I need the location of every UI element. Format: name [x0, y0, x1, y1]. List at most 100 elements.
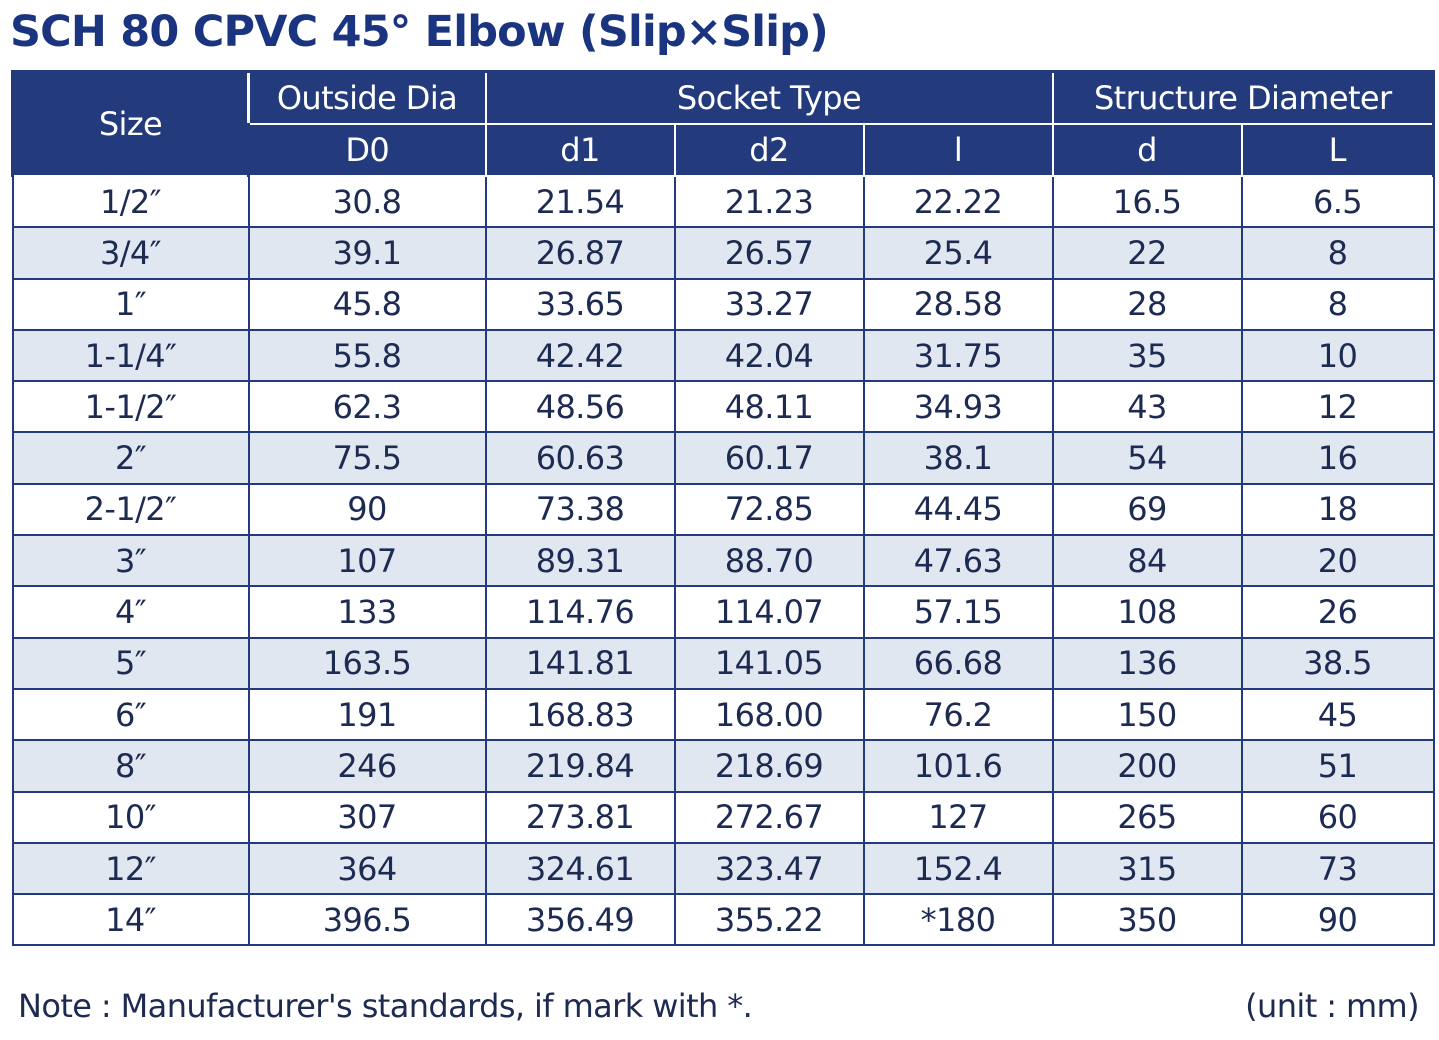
table-row: 1-1/2″ 62.3 48.56 48.11 34.93 43 12: [11, 380, 1435, 434]
table-row: 1″ 45.8 33.65 33.27 28.58 28 8: [11, 277, 1435, 331]
cell-d2: 26.57: [673, 226, 865, 280]
cell-l: 38.1: [862, 431, 1054, 485]
cell-L: 51: [1240, 739, 1435, 793]
cell-d2: 141.05: [673, 636, 865, 690]
cell-d1: 114.76: [484, 585, 676, 639]
header-l: l: [862, 123, 1054, 177]
cell-L: 26: [1240, 585, 1435, 639]
table-row: 6″ 191 168.83 168.00 76.2 150 45: [11, 687, 1435, 742]
cell-L: 20: [1240, 534, 1435, 588]
cell-size: 3/4″: [11, 226, 250, 280]
cell-d: 35: [1051, 328, 1243, 383]
cell-L: 10: [1240, 328, 1435, 383]
table-row: 2-1/2″ 90 73.38 72.85 44.45 69 18: [11, 482, 1435, 537]
cell-d1: 356.49: [484, 893, 676, 947]
cell-size: 1-1/4″: [11, 328, 250, 383]
table-row: 10″ 307 273.81 272.67 127 265 60: [11, 790, 1435, 844]
cell-d1: 219.84: [484, 739, 676, 793]
cell-size: 1″: [11, 277, 250, 331]
cell-l: 66.68: [862, 636, 1054, 690]
cell-d1: 60.63: [484, 431, 676, 485]
cell-d0: 364: [247, 841, 487, 896]
cell-d: 54: [1051, 431, 1243, 485]
unit-label: (unit : mm): [1245, 987, 1419, 1025]
cell-size: 5″: [11, 636, 250, 690]
header-d0: D0: [247, 123, 487, 177]
cell-d: 108: [1051, 585, 1243, 639]
cell-size: 14″: [11, 893, 250, 947]
cell-d1: 33.65: [484, 277, 676, 331]
cell-l: 152.4: [862, 841, 1054, 896]
cell-l: 34.93: [862, 380, 1054, 434]
cell-d1: 73.38: [484, 482, 676, 537]
cell-l: 22.22: [862, 174, 1054, 229]
cell-d1: 21.54: [484, 174, 676, 229]
cell-l: 44.45: [862, 482, 1054, 537]
cell-d2: 88.70: [673, 534, 865, 588]
header-d2: d2: [673, 123, 865, 177]
table-row: 14″ 396.5 356.49 355.22 *180 350 90: [11, 893, 1435, 947]
table-row: 2″ 75.5 60.63 60.17 38.1 54 16: [11, 431, 1435, 485]
table-header: Size Outside Dia Socket Type Structure D…: [11, 70, 1435, 177]
cell-d2: 60.17: [673, 431, 865, 485]
cell-l: 25.4: [862, 226, 1054, 280]
cell-l: 57.15: [862, 585, 1054, 639]
cell-d0: 55.8: [247, 328, 487, 383]
cell-d0: 246: [247, 739, 487, 793]
cell-size: 3″: [11, 534, 250, 588]
header-L: L: [1240, 123, 1435, 177]
header-outside-dia: Outside Dia: [247, 70, 487, 125]
cell-d: 28: [1051, 277, 1243, 331]
cell-d1: 89.31: [484, 534, 676, 588]
table-row: 4″ 133 114.76 114.07 57.15 108 26: [11, 585, 1435, 639]
cell-l: 127: [862, 790, 1054, 844]
table-row: 3/4″ 39.1 26.87 26.57 25.4 22 8: [11, 226, 1435, 280]
cell-d: 200: [1051, 739, 1243, 793]
cell-size: 12″: [11, 841, 250, 896]
cell-d: 315: [1051, 841, 1243, 896]
cell-l: 31.75: [862, 328, 1054, 383]
cell-d2: 323.47: [673, 841, 865, 896]
cell-L: 8: [1240, 226, 1435, 280]
cell-d2: 355.22: [673, 893, 865, 947]
cell-L: 16: [1240, 431, 1435, 485]
cell-l: 76.2: [862, 687, 1054, 742]
cell-d: 43: [1051, 380, 1243, 434]
table-row: 5″ 163.5 141.81 141.05 66.68 136 38.5: [11, 636, 1435, 690]
cell-d1: 168.83: [484, 687, 676, 742]
cell-size: 4″: [11, 585, 250, 639]
cell-d1: 42.42: [484, 328, 676, 383]
cell-L: 38.5: [1240, 636, 1435, 690]
cell-d0: 191: [247, 687, 487, 742]
cell-L: 18: [1240, 482, 1435, 537]
cell-d: 350: [1051, 893, 1243, 947]
cell-size: 2-1/2″: [11, 482, 250, 537]
cell-d1: 48.56: [484, 380, 676, 434]
cell-d: 150: [1051, 687, 1243, 742]
cell-size: 8″: [11, 739, 250, 793]
header-d: d: [1051, 123, 1243, 177]
cell-d2: 21.23: [673, 174, 865, 229]
cell-d1: 273.81: [484, 790, 676, 844]
cell-L: 6.5: [1240, 174, 1435, 229]
table-body: 1/2″ 30.8 21.54 21.23 22.22 16.5 6.5 3/4″ 39.1 26…: [11, 174, 1435, 947]
cell-d2: 114.07: [673, 585, 865, 639]
cell-d1: 26.87: [484, 226, 676, 280]
cell-L: 60: [1240, 790, 1435, 844]
cell-d2: 48.11: [673, 380, 865, 434]
cell-d2: 42.04: [673, 328, 865, 383]
cell-L: 8: [1240, 277, 1435, 331]
cell-size: 1-1/2″: [11, 380, 250, 434]
cell-d0: 75.5: [247, 431, 487, 485]
cell-d0: 62.3: [247, 380, 487, 434]
table-row: 1-1/4″ 55.8 42.42 42.04 31.75 35 10: [11, 328, 1435, 383]
cell-d0: 396.5: [247, 893, 487, 947]
cell-size: 10″: [11, 790, 250, 844]
cell-l: 101.6: [862, 739, 1054, 793]
cell-d: 136: [1051, 636, 1243, 690]
cell-L: 45: [1240, 687, 1435, 742]
cell-d0: 39.1: [247, 226, 487, 280]
cell-L: 90: [1240, 893, 1435, 947]
cell-l: 28.58: [862, 277, 1054, 331]
cell-d: 84: [1051, 534, 1243, 588]
